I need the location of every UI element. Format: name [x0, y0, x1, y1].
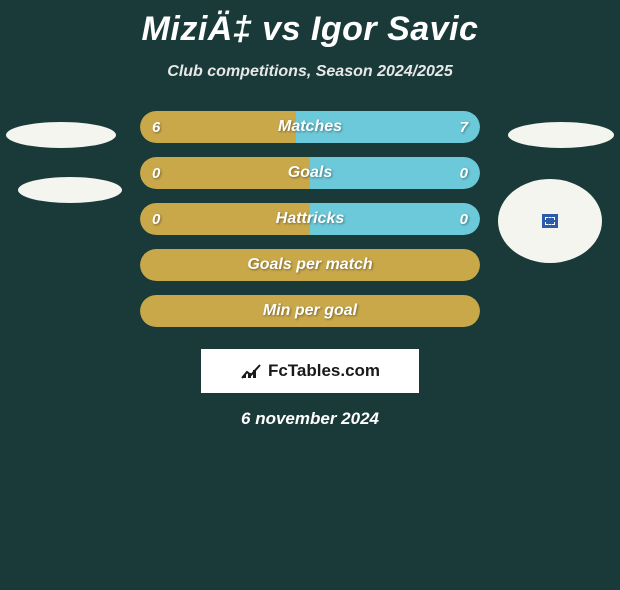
subtitle: Club competitions, Season 2024/2025 — [0, 63, 620, 81]
bar-value-right: 7 — [460, 119, 468, 136]
bar-fill-left — [140, 157, 310, 189]
stat-bar: Min per goal — [140, 295, 480, 327]
right-player-photo-2 — [498, 179, 602, 263]
club-badge-icon — [542, 214, 558, 228]
stat-bar: 0 0 Goals — [140, 157, 480, 189]
date-text: 6 november 2024 — [0, 409, 620, 429]
page-title: MiziÄ‡ vs Igor Savic — [0, 10, 620, 49]
bar-value-left: 0 — [152, 211, 160, 228]
bar-fill-left — [140, 111, 296, 143]
left-player-photo-2 — [18, 177, 122, 203]
stat-bars: 6 7 Matches 0 0 Goals 0 0 Hattricks Goals per mat… — [140, 111, 480, 327]
left-player-photo-1 — [6, 122, 116, 148]
stat-bar: Goals per match — [140, 249, 480, 281]
right-player-photo-1 — [508, 122, 614, 148]
bar-label: Goals — [288, 164, 332, 182]
branding-icon — [240, 362, 262, 380]
bar-label: Hattricks — [276, 210, 344, 228]
bar-fill-right — [310, 157, 480, 189]
stat-bar: 0 0 Hattricks — [140, 203, 480, 235]
stat-bar: 6 7 Matches — [140, 111, 480, 143]
bar-label: Matches — [278, 118, 342, 136]
bar-value-right: 0 — [460, 165, 468, 182]
branding-box: FcTables.com — [201, 349, 419, 393]
comparison-content: 6 7 Matches 0 0 Goals 0 0 Hattricks Goals per mat… — [0, 111, 620, 327]
bar-label: Goals per match — [247, 256, 372, 274]
bar-value-left: 6 — [152, 119, 160, 136]
bar-value-right: 0 — [460, 211, 468, 228]
branding-text: FcTables.com — [268, 361, 380, 381]
bar-label: Min per goal — [263, 302, 357, 320]
bar-value-left: 0 — [152, 165, 160, 182]
